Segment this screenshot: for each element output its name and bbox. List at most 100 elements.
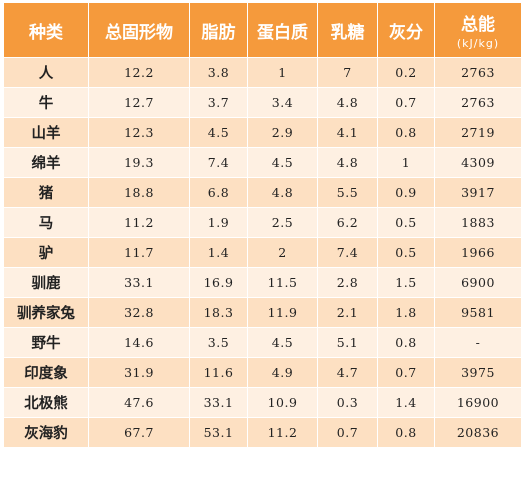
cell-total-energy: 1966 <box>434 237 522 268</box>
cell-protein: 11.9 <box>247 297 318 328</box>
cell-fat: 3.8 <box>189 57 248 88</box>
cell-lactose: 4.1 <box>317 117 378 148</box>
cell-total-solids: 32.8 <box>88 297 190 328</box>
cell-total-solids: 11.7 <box>88 237 190 268</box>
cell-lactose: 5.1 <box>317 327 378 358</box>
header-protein: 蛋白质 <box>247 2 318 58</box>
cell-total-solids: 31.9 <box>88 357 190 388</box>
cell-total-solids: 12.7 <box>88 87 190 118</box>
cell-total-solids: 47.6 <box>88 387 190 418</box>
cell-ash: 0.8 <box>377 327 435 358</box>
cell-fat: 18.3 <box>189 297 248 328</box>
cell-species: 北极熊 <box>3 387 89 418</box>
cell-total-energy: 1883 <box>434 207 522 238</box>
table-row: 牛 12.7 3.7 3.4 4.8 0.7 2763 <box>3 87 522 118</box>
cell-lactose: 0.7 <box>317 417 378 448</box>
cell-ash: 1.8 <box>377 297 435 328</box>
cell-protein: 10.9 <box>247 387 318 418</box>
cell-protein: 4.5 <box>247 327 318 358</box>
cell-protein: 4.9 <box>247 357 318 388</box>
table-row: 印度象 31.9 11.6 4.9 4.7 0.7 3975 <box>3 357 522 388</box>
cell-total-energy: 3917 <box>434 177 522 208</box>
cell-lactose: 4.8 <box>317 147 378 178</box>
cell-fat: 3.5 <box>189 327 248 358</box>
cell-total-solids: 12.3 <box>88 117 190 148</box>
cell-lactose: 4.8 <box>317 87 378 118</box>
cell-protein: 2.5 <box>247 207 318 238</box>
table-row: 驯鹿 33.1 16.9 11.5 2.8 1.5 6900 <box>3 267 522 298</box>
cell-protein: 11.2 <box>247 417 318 448</box>
cell-protein: 2.9 <box>247 117 318 148</box>
cell-total-energy: 16900 <box>434 387 522 418</box>
cell-lactose: 2.8 <box>317 267 378 298</box>
cell-lactose: 7 <box>317 57 378 88</box>
cell-ash: 0.8 <box>377 117 435 148</box>
cell-species: 印度象 <box>3 357 89 388</box>
cell-fat: 7.4 <box>189 147 248 178</box>
header-fat: 脂肪 <box>189 2 248 58</box>
cell-total-energy: 9581 <box>434 297 522 328</box>
cell-total-solids: 67.7 <box>88 417 190 448</box>
table-row: 驴 11.7 1.4 2 7.4 0.5 1966 <box>3 237 522 268</box>
cell-fat: 3.7 <box>189 87 248 118</box>
cell-total-solids: 33.1 <box>88 267 190 298</box>
cell-lactose: 0.3 <box>317 387 378 418</box>
cell-species: 人 <box>3 57 89 88</box>
cell-ash: 0.2 <box>377 57 435 88</box>
cell-fat: 53.1 <box>189 417 248 448</box>
cell-lactose: 2.1 <box>317 297 378 328</box>
table-row: 灰海豹 67.7 53.1 11.2 0.7 0.8 20836 <box>3 417 522 448</box>
cell-ash: 0.9 <box>377 177 435 208</box>
cell-species: 绵羊 <box>3 147 89 178</box>
cell-ash: 0.5 <box>377 237 435 268</box>
cell-species: 驯鹿 <box>3 267 89 298</box>
table-header-row: 种类 总固形物 脂肪 蛋白质 乳糖 灰分 总能 (kJ/kg) <box>3 2 522 58</box>
cell-total-energy: 4309 <box>434 147 522 178</box>
header-total-energy: 总能 (kJ/kg) <box>434 2 522 58</box>
cell-protein: 1 <box>247 57 318 88</box>
cell-protein: 2 <box>247 237 318 268</box>
table-row: 野牛 14.6 3.5 4.5 5.1 0.8- <box>3 327 522 358</box>
header-total-solids: 总固形物 <box>88 2 190 58</box>
header-ash: 灰分 <box>377 2 435 58</box>
cell-ash: 0.7 <box>377 357 435 388</box>
cell-protein: 4.5 <box>247 147 318 178</box>
cell-species: 野牛 <box>3 327 89 358</box>
cell-total-energy: 2763 <box>434 87 522 118</box>
cell-species: 灰海豹 <box>3 417 89 448</box>
cell-total-energy: 20836 <box>434 417 522 448</box>
table-body: 人 12.2 3.8 1 7 0.2 2763 牛 12.7 3.7 3.4 4.8 0.7 2763 山羊… <box>3 57 522 448</box>
cell-species: 猪 <box>3 177 89 208</box>
cell-ash: 0.5 <box>377 207 435 238</box>
cell-fat: 1.4 <box>189 237 248 268</box>
cell-lactose: 6.2 <box>317 207 378 238</box>
cell-fat: 1.9 <box>189 207 248 238</box>
cell-species: 山羊 <box>3 117 89 148</box>
cell-species: 驯养家兔 <box>3 297 89 328</box>
cell-fat: 11.6 <box>189 357 248 388</box>
cell-lactose: 5.5 <box>317 177 378 208</box>
cell-fat: 4.5 <box>189 117 248 148</box>
table-row: 驯养家兔 32.8 18.3 11.9 2.1 1.8 9581 <box>3 297 522 328</box>
cell-total-energy: 3975 <box>434 357 522 388</box>
header-lactose: 乳糖 <box>317 2 378 58</box>
table-row: 猪 18.8 6.8 4.8 5.5 0.9 3917 <box>3 177 522 208</box>
cell-total-energy: 2763 <box>434 57 522 88</box>
cell-ash: 1.5 <box>377 267 435 298</box>
cell-ash: 0.8 <box>377 417 435 448</box>
header-energy-unit: (kJ/kg) <box>456 37 500 50</box>
cell-species: 牛 <box>3 87 89 118</box>
table-row: 绵羊 19.3 7.4 4.5 4.8 1 4309 <box>3 147 522 178</box>
cell-total-energy: 6900 <box>434 267 522 298</box>
cell-species: 驴 <box>3 237 89 268</box>
cell-total-energy: - <box>434 327 522 358</box>
cell-total-solids: 11.2 <box>88 207 190 238</box>
table-row: 山羊 12.3 4.5 2.9 4.1 0.8 2719 <box>3 117 522 148</box>
header-total-energy-label: 总能 <box>461 15 495 35</box>
cell-fat: 16.9 <box>189 267 248 298</box>
table-row: 马 11.2 1.9 2.5 6.2 0.5 1883 <box>3 207 522 238</box>
milk-composition-table-container: 种类 总固形物 脂肪 蛋白质 乳糖 灰分 总能 (kJ/kg) 人 12.2 3.8… <box>3 2 522 485</box>
cell-species: 马 <box>3 207 89 238</box>
cell-total-solids: 18.8 <box>88 177 190 208</box>
cell-protein: 4.8 <box>247 177 318 208</box>
